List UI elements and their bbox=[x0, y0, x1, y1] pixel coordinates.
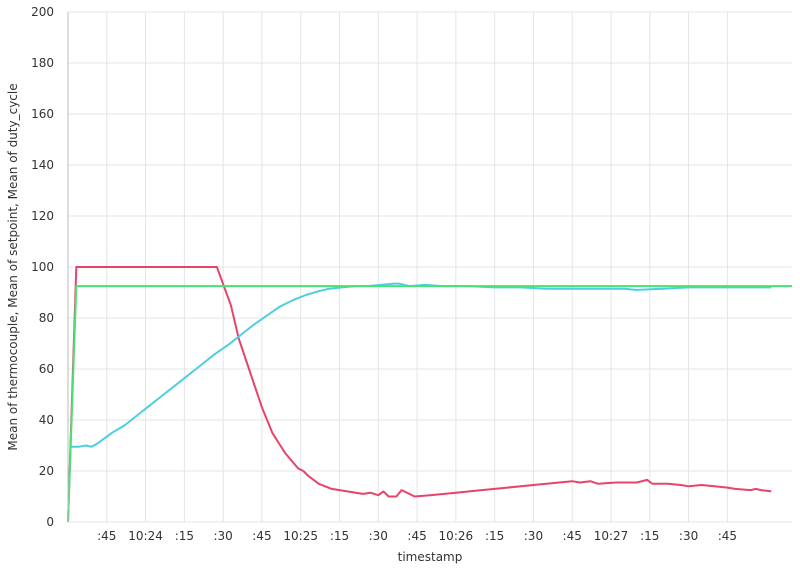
y-tick-label: 0 bbox=[46, 515, 54, 529]
setpoint-line bbox=[67, 285, 792, 523]
x-tick-label: :30 bbox=[213, 529, 232, 543]
x-tick-label: :15 bbox=[485, 529, 504, 543]
x-tick-labels: :45 10:24 :15 :30 :45 10:25 :15 :30 :45 10:26 :15:… bbox=[97, 529, 737, 543]
x-tick-label: :30 bbox=[369, 529, 388, 543]
y-tick-label: 60 bbox=[39, 362, 54, 376]
y-tick-label: 80 bbox=[39, 311, 54, 325]
x-tick-label: :15 bbox=[175, 529, 194, 543]
x-tick-label: :45 bbox=[563, 529, 582, 543]
y-tick-label: 120 bbox=[31, 209, 54, 223]
x-tick-label: 10:26 bbox=[439, 529, 474, 543]
x-tick-label: :45 bbox=[252, 529, 271, 543]
y-tick-label: 40 bbox=[39, 413, 54, 427]
x-axis-title: timestamp bbox=[398, 550, 463, 564]
x-tick-label: 10:24 bbox=[128, 529, 163, 543]
x-tick-label: 10:27 bbox=[594, 529, 629, 543]
series-layer bbox=[67, 266, 792, 523]
x-tick-label: :30 bbox=[524, 529, 543, 543]
thermocouple-line bbox=[70, 282, 772, 448]
x-tick-label: :45 bbox=[97, 529, 116, 543]
y-tick-label: 100 bbox=[31, 260, 54, 274]
x-tick-label: :15 bbox=[330, 529, 349, 543]
x-tick-label: :45 bbox=[718, 529, 737, 543]
x-tick-label: :30 bbox=[679, 529, 698, 543]
duty-cycle-line bbox=[67, 266, 772, 523]
x-tick-label: 10:25 bbox=[283, 529, 318, 543]
y-axis-title: Mean of thermocouple, Mean of setpoint, … bbox=[6, 83, 20, 450]
y-tick-labels: 0 20 40 60 80 100 120 140 160 180 200 bbox=[31, 5, 54, 529]
y-tick-label: 140 bbox=[31, 158, 54, 172]
y-tick-label: 160 bbox=[31, 107, 54, 121]
y-tick-label: 200 bbox=[31, 5, 54, 19]
x-tick-label: :45 bbox=[407, 529, 426, 543]
y-tick-label: 180 bbox=[31, 56, 54, 70]
y-tick-label: 20 bbox=[39, 464, 54, 478]
x-tick-label: :15 bbox=[640, 529, 659, 543]
